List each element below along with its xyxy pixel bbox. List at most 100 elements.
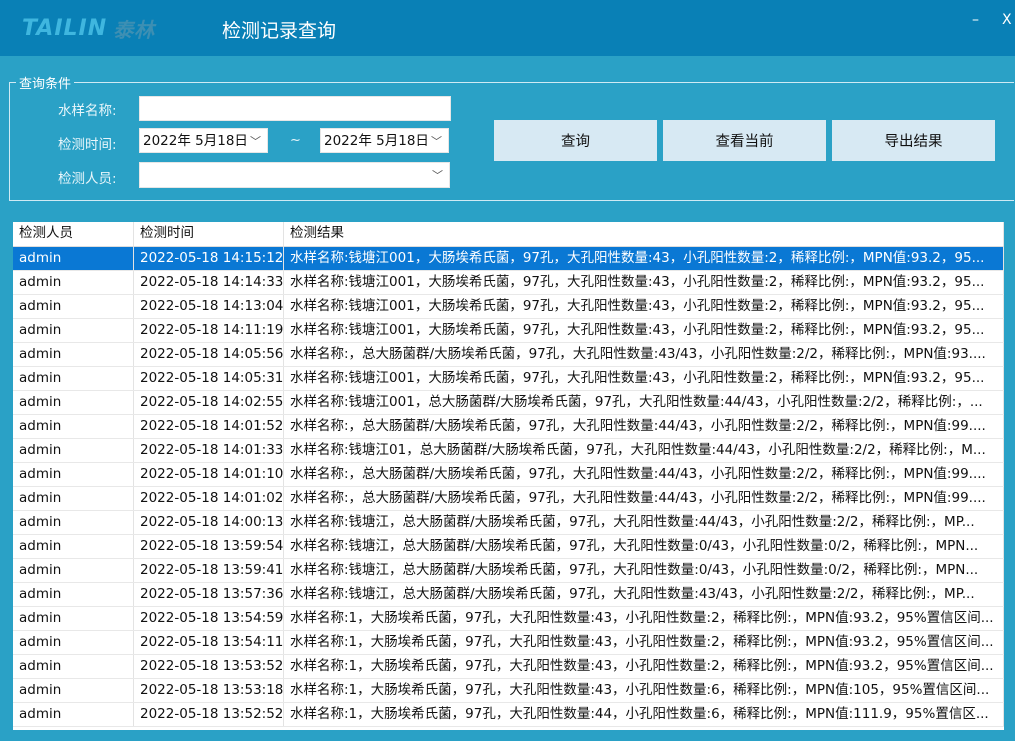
cell-tester: admin	[13, 295, 134, 318]
table-row[interactable]: admin 2022-05-18 14:01:33 水样名称:钱塘江01，总大肠菌群…	[13, 439, 1004, 463]
cell-result: 水样名称:，总大肠菌群/大肠埃希氏菌，97孔，大孔阳性数量:43/43，小孔阳性…	[284, 343, 1004, 366]
cell-result: 水样名称:钱塘江，总大肠菌群/大肠埃希氏菌，97孔，大孔阳性数量:43/43，小…	[284, 583, 1004, 606]
cell-time: 2022-05-18 13:52:52	[134, 703, 284, 726]
cell-time: 2022-05-18 13:53:18	[134, 679, 284, 702]
cell-tester: admin	[13, 679, 134, 702]
table-row[interactable]: admin 2022-05-18 13:54:11 水样名称:1，大肠埃希氏菌，97…	[13, 631, 1004, 655]
cell-time: 2022-05-18 14:00:13	[134, 511, 284, 534]
export-button[interactable]: 导出结果	[832, 120, 995, 161]
table-row[interactable]: admin 2022-05-18 13:57:36 水样名称:钱塘江，总大肠菌群/大…	[13, 583, 1004, 607]
title-bar: TAILIN 泰林 检测记录查询 – X	[0, 0, 1015, 56]
cell-tester: admin	[13, 583, 134, 606]
sample-name-label: 水样名称:	[58, 103, 117, 119]
cell-time: 2022-05-18 14:01:52	[134, 415, 284, 438]
cell-tester: admin	[13, 655, 134, 678]
table-row[interactable]: admin 2022-05-18 13:52:52 水样名称:1，大肠埃希氏菌，97…	[13, 703, 1004, 727]
cell-result: 水样名称:钱塘江001，大肠埃希氏菌，97孔，大孔阳性数量:43，小孔阳性数量:…	[284, 247, 1004, 270]
cell-time: 2022-05-18 13:54:11	[134, 631, 284, 654]
table-row[interactable]: admin 2022-05-18 13:53:52 水样名称:1，大肠埃希氏菌，97…	[13, 655, 1004, 679]
table-row[interactable]: admin 2022-05-18 14:01:52 水样名称:，总大肠菌群/大肠埃希…	[13, 415, 1004, 439]
table-row[interactable]: admin 2022-05-18 14:15:12 水样名称:钱塘江001，大肠埃希…	[13, 247, 1004, 271]
cell-result: 水样名称:1，大肠埃希氏菌，97孔，大孔阳性数量:43，小孔阳性数量:2，稀释比…	[284, 607, 1004, 630]
table-row[interactable]: admin 2022-05-18 14:01:02 水样名称:，总大肠菌群/大肠埃希…	[13, 487, 1004, 511]
tester-select[interactable]: ﹀	[139, 162, 450, 188]
table-row[interactable]: admin 2022-05-18 14:05:31 水样名称:钱塘江001，大肠埃希…	[13, 367, 1004, 391]
cell-result: 水样名称:，总大肠菌群/大肠埃希氏菌，97孔，大孔阳性数量:44/43，小孔阳性…	[284, 415, 1004, 438]
query-conditions-legend: 查询条件	[19, 77, 72, 92]
tester-label: 检测人员:	[58, 171, 117, 187]
cell-time: 2022-05-18 14:05:31	[134, 367, 284, 390]
column-header-time[interactable]: 检测时间	[134, 222, 284, 246]
cell-tester: admin	[13, 487, 134, 510]
cell-result: 水样名称:，总大肠菌群/大肠埃希氏菌，97孔，大孔阳性数量:44/43，小孔阳性…	[284, 487, 1004, 510]
cell-tester: admin	[13, 535, 134, 558]
cell-time: 2022-05-18 13:57:36	[134, 583, 284, 606]
cell-tester: admin	[13, 367, 134, 390]
chevron-down-icon: ﹀	[431, 135, 442, 148]
cell-result: 水样名称:钱塘江，总大肠菌群/大肠埃希氏菌，97孔，大孔阳性数量:0/43，小孔…	[284, 535, 1004, 558]
cell-result: 水样名称:钱塘江001，大肠埃希氏菌，97孔，大孔阳性数量:43，小孔阳性数量:…	[284, 367, 1004, 390]
table-header: 检测人员 检测时间 检测结果	[13, 222, 1004, 247]
table-row[interactable]: admin 2022-05-18 13:59:54 水样名称:钱塘江，总大肠菌群/大…	[13, 535, 1004, 559]
table-row[interactable]: admin 2022-05-18 14:05:56 水样名称:，总大肠菌群/大肠埃希…	[13, 343, 1004, 367]
window-title: 检测记录查询	[222, 20, 337, 42]
table-row[interactable]: admin 2022-05-18 14:02:55 水样名称:钱塘江001，总大肠菌…	[13, 391, 1004, 415]
cell-result: 水样名称:钱塘江001，总大肠菌群/大肠埃希氏菌，97孔，大孔阳性数量:44/4…	[284, 391, 1004, 414]
cell-time: 2022-05-18 14:11:19	[134, 319, 284, 342]
column-header-result[interactable]: 检测结果	[284, 222, 1004, 246]
query-conditions-group: 查询条件	[9, 73, 1014, 201]
cell-tester: admin	[13, 607, 134, 630]
minimize-button[interactable]: –	[972, 12, 979, 28]
cell-result: 水样名称:1，大肠埃希氏菌，97孔，大孔阳性数量:44，小孔阳性数量:6，稀释比…	[284, 703, 1004, 726]
cell-time: 2022-05-18 14:01:33	[134, 439, 284, 462]
cell-result: 水样名称:钱塘江01，总大肠菌群/大肠埃希氏菌，97孔，大孔阳性数量:44/43…	[284, 439, 1004, 462]
cell-tester: admin	[13, 271, 134, 294]
cell-time: 2022-05-18 14:13:04	[134, 295, 284, 318]
cell-result: 水样名称:，总大肠菌群/大肠埃希氏菌，97孔，大孔阳性数量:44/43，小孔阳性…	[284, 463, 1004, 486]
cell-result: 水样名称:钱塘江，总大肠菌群/大肠埃希氏菌，97孔，大孔阳性数量:44/43，小…	[284, 511, 1004, 534]
cell-result: 水样名称:钱塘江001，大肠埃希氏菌，97孔，大孔阳性数量:43，小孔阳性数量:…	[284, 295, 1004, 318]
cell-result: 水样名称:1，大肠埃希氏菌，97孔，大孔阳性数量:43，小孔阳性数量:2，稀释比…	[284, 631, 1004, 654]
logo: TAILIN 泰林	[22, 15, 156, 42]
cell-time: 2022-05-18 14:05:56	[134, 343, 284, 366]
table-row[interactable]: admin 2022-05-18 14:11:19 水样名称:钱塘江001，大肠埃希…	[13, 319, 1004, 343]
column-header-tester[interactable]: 检测人员	[13, 222, 134, 246]
cell-time: 2022-05-18 13:59:54	[134, 535, 284, 558]
table-row[interactable]: admin 2022-05-18 14:14:33 水样名称:钱塘江001，大肠埃希…	[13, 271, 1004, 295]
cell-tester: admin	[13, 703, 134, 726]
test-time-label: 检测时间:	[58, 137, 117, 153]
cell-tester: admin	[13, 511, 134, 534]
cell-time: 2022-05-18 14:14:33	[134, 271, 284, 294]
table-row[interactable]: admin 2022-05-18 14:13:04 水样名称:钱塘江001，大肠埃希…	[13, 295, 1004, 319]
chevron-down-icon: ﹀	[250, 135, 261, 148]
chevron-down-icon: ﹀	[432, 169, 443, 182]
table-row[interactable]: admin 2022-05-18 13:59:41 水样名称:钱塘江，总大肠菌群/大…	[13, 559, 1004, 583]
date-from-picker[interactable]: 2022年 5月18日 ﹀	[139, 128, 268, 153]
query-button[interactable]: 查询	[494, 120, 657, 161]
table-row[interactable]: admin 2022-05-18 14:00:13 水样名称:钱塘江，总大肠菌群/大…	[13, 511, 1004, 535]
cell-time: 2022-05-18 13:54:59	[134, 607, 284, 630]
cell-time: 2022-05-18 14:02:55	[134, 391, 284, 414]
cell-time: 2022-05-18 14:01:02	[134, 487, 284, 510]
cell-tester: admin	[13, 463, 134, 486]
cell-result: 水样名称:1，大肠埃希氏菌，97孔，大孔阳性数量:43，小孔阳性数量:2，稀释比…	[284, 655, 1004, 678]
cell-tester: admin	[13, 439, 134, 462]
cell-tester: admin	[13, 391, 134, 414]
cell-tester: admin	[13, 415, 134, 438]
table-row[interactable]: admin 2022-05-18 13:53:18 水样名称:1，大肠埃希氏菌，97…	[13, 679, 1004, 703]
table-row[interactable]: admin 2022-05-18 14:01:10 水样名称:，总大肠菌群/大肠埃希…	[13, 463, 1004, 487]
table-row[interactable]: admin 2022-05-18 13:54:59 水样名称:1，大肠埃希氏菌，97…	[13, 607, 1004, 631]
close-button[interactable]: X	[1002, 12, 1012, 28]
cell-time: 2022-05-18 14:15:12	[134, 247, 284, 270]
cell-result: 水样名称:钱塘江001，大肠埃希氏菌，97孔，大孔阳性数量:43，小孔阳性数量:…	[284, 271, 1004, 294]
cell-tester: admin	[13, 247, 134, 270]
date-to-picker[interactable]: 2022年 5月18日 ﹀	[320, 128, 449, 153]
cell-tester: admin	[13, 343, 134, 366]
view-current-button[interactable]: 查看当前	[663, 120, 826, 161]
records-table: 检测人员 检测时间 检测结果 admin 2022-05-18 14:15:12 水…	[13, 222, 1004, 730]
date-from-value: 2022年 5月18日	[143, 133, 248, 149]
cell-time: 2022-05-18 14:01:10	[134, 463, 284, 486]
cell-result: 水样名称:钱塘江001，大肠埃希氏菌，97孔，大孔阳性数量:43，小孔阳性数量:…	[284, 319, 1004, 342]
cell-result: 水样名称:1，大肠埃希氏菌，97孔，大孔阳性数量:43，小孔阳性数量:6，稀释比…	[284, 679, 1004, 702]
sample-name-input[interactable]	[139, 96, 451, 121]
